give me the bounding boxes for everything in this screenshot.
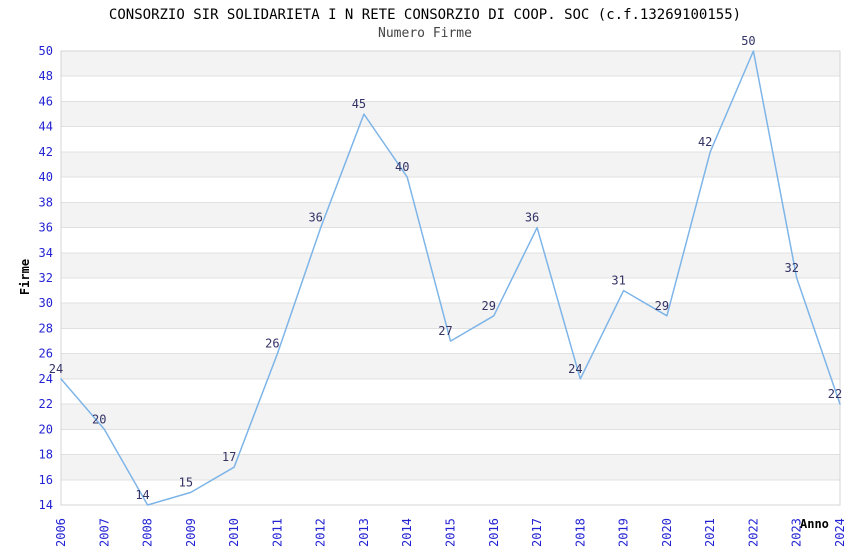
x-tick-label: 2023 [790,518,804,547]
x-tick-label: 2010 [227,518,241,547]
y-tick-label: 36 [39,221,53,235]
y-tick-label: 24 [39,372,53,386]
plot-band [61,378,840,405]
x-tick-label: 2011 [270,518,284,547]
plot-band [61,76,840,102]
chart-subtitle: Numero Firme [378,26,472,41]
series-line [60,50,841,506]
plot-band [61,227,840,253]
grid-lines [61,75,840,481]
y-tick-labels: 14 16 18 20 22 24 26 28 30 32 34 36 38 40 42 44 46 48 50 [39,44,53,512]
data-label: 42 [698,135,712,149]
x-tick-label: 2009 [184,518,198,547]
y-tick-label: 44 [39,120,53,134]
plot-band [61,126,840,152]
data-label: 20 [92,412,106,426]
x-tick-labels: 2006 2007 2008 2009 2010 2011 2012 2013 2014 2015… [54,518,847,547]
x-tick-label: 2021 [703,518,717,547]
data-label: 29 [482,299,496,313]
plot-band [61,202,840,228]
data-label: 36 [308,211,322,225]
x-tick-label: 2024 [833,518,847,547]
plot-border [60,50,841,506]
data-label: 36 [525,211,539,225]
plot-band [61,177,840,203]
data-label: 24 [49,362,63,376]
y-tick-label: 30 [39,296,53,310]
x-tick-label: 2018 [573,518,587,547]
data-label: 22 [828,387,842,401]
data-label: 24 [568,362,582,376]
y-tick-label: 18 [39,448,53,462]
y-tick-label: 32 [39,271,53,285]
plot-band [61,404,840,430]
x-tick-label: 2012 [314,518,328,547]
x-axis-label: Anno [800,517,829,531]
y-tick-label: 46 [39,94,53,108]
y-tick-label: 20 [39,422,53,436]
plot-band [61,101,840,127]
chart-title: CONSORZIO SIR SOLIDARIETA I N RETE CONSO… [108,7,742,23]
data-label: 50 [741,34,755,48]
data-label: 29 [655,299,669,313]
data-label: 27 [438,324,452,338]
plot-band [61,151,840,178]
x-tick-label: 2019 [617,518,631,547]
data-label: 31 [611,274,625,288]
data-label: 17 [222,450,236,464]
data-label: 32 [784,261,798,275]
x-tick-label: 2017 [530,518,544,547]
y-tick-label: 22 [39,397,53,411]
y-tick-label: 16 [39,473,53,487]
y-tick-label: 26 [39,347,53,361]
x-tick-label: 2015 [444,518,458,547]
x-tick-label: 2007 [97,518,111,547]
data-label: 15 [179,475,193,489]
plot-band [61,429,840,455]
plot-band [61,353,840,379]
y-tick-label: 34 [39,246,53,260]
plot-band [61,278,840,304]
x-tick-label: 2006 [54,518,68,547]
y-tick-label: 14 [39,498,53,512]
x-tick-label: 2020 [660,518,674,547]
data-label: 26 [265,337,279,351]
plot-band [61,252,840,278]
plot-band [61,51,840,77]
data-label: 45 [352,97,366,111]
plot-band [61,454,840,480]
x-tick-label: 2016 [487,518,501,547]
plot-band [61,303,840,329]
data-labels: 24 20 14 15 17 26 36 45 40 27 29 36 24 31 29 42 50 32 22 [49,34,842,502]
x-tick-label: 2013 [357,518,371,547]
data-label: 14 [135,488,149,502]
y-tick-label: 40 [39,170,53,184]
y-tick-label: 38 [39,195,53,209]
x-tick-label: 2022 [746,518,760,547]
y-tick-label: 42 [39,145,53,159]
y-tick-label: 48 [39,69,53,83]
x-tick-label: 2014 [400,518,414,547]
y-tick-label: 50 [39,44,53,58]
data-label: 40 [395,160,409,174]
y-tick-label: 28 [39,321,53,335]
x-tick-label: 2008 [141,518,155,547]
